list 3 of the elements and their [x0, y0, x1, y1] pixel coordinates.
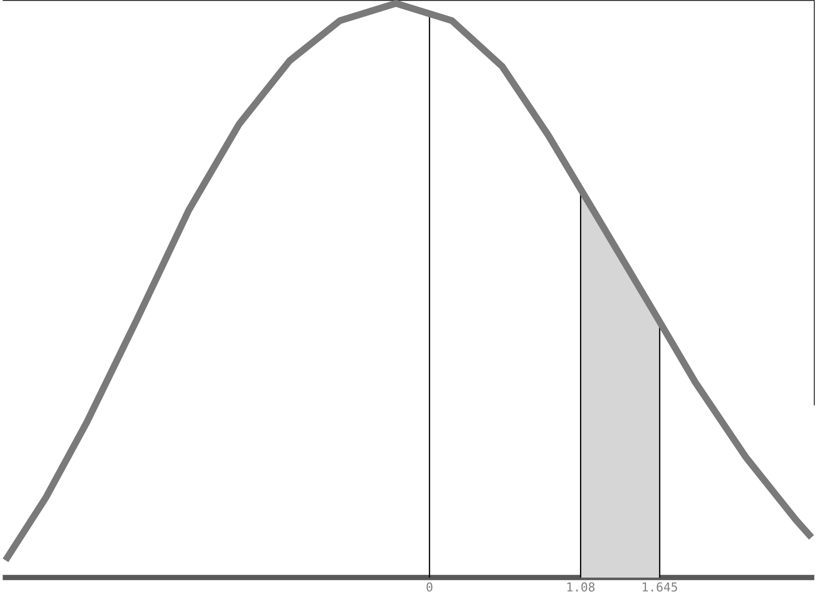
x-tick-label: 1.08	[567, 582, 595, 592]
x-tick-label: 1.645	[642, 582, 678, 592]
x-tick-label: 0	[426, 582, 432, 592]
